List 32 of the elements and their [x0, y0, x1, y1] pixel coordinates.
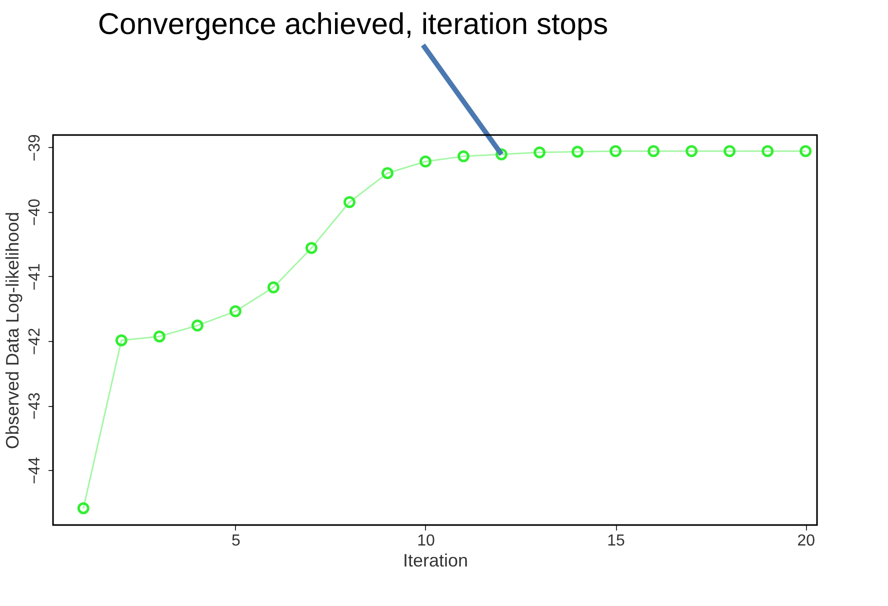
point: [153, 330, 166, 342]
point: [420, 155, 432, 168]
point: [800, 145, 812, 158]
x-tick-label: 10: [417, 532, 435, 550]
y-tick-label: −42: [26, 328, 44, 356]
point: [191, 319, 204, 332]
x-tick-label: 20: [797, 532, 816, 550]
point: [648, 145, 660, 158]
point: [305, 242, 318, 254]
x-tick-label: 15: [607, 532, 626, 550]
point: [115, 334, 128, 346]
y-tick-label: −44: [26, 456, 44, 484]
annotation: Convergence achieved, iteration stops: [98, 8, 608, 41]
point: [572, 146, 584, 158]
point: [610, 145, 622, 158]
y-tick-label: −43: [26, 392, 44, 420]
point: [458, 150, 470, 162]
y-tick-label: −40: [26, 198, 44, 226]
point: [381, 167, 394, 180]
point: [724, 145, 736, 158]
y-tick-label: −39: [26, 134, 44, 162]
y-tick-label: −41: [26, 263, 44, 290]
point: [343, 196, 356, 208]
point: [762, 145, 774, 158]
point: [267, 281, 280, 294]
point: [686, 145, 698, 158]
x-tick-label: 5: [231, 532, 240, 550]
point: [534, 146, 546, 158]
point: [77, 502, 90, 514]
y-axis-title: Observed Data Log-likelihood: [2, 212, 22, 450]
x-axis-title: Iteration: [402, 550, 468, 570]
point: [229, 305, 242, 318]
